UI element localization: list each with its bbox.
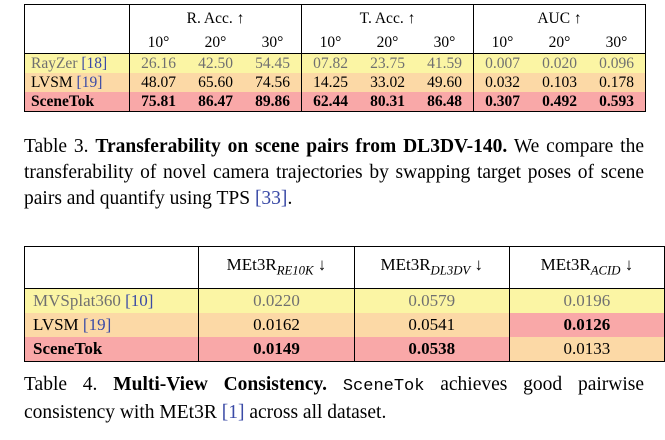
caption-label: Table 4. xyxy=(24,374,98,395)
method-name: LVSM xyxy=(31,74,73,91)
value-cell: 26.16 xyxy=(129,53,187,73)
caption-text: We compare the transferability of novel … xyxy=(24,136,645,209)
subheader: 20° xyxy=(376,34,399,51)
table-row: MVSplat360 [10] 0.0220 0.0579 0.0196 xyxy=(23,288,665,314)
subheader: 20° xyxy=(548,34,571,51)
value-cell: 23.75 xyxy=(359,53,416,73)
value-cell: 0.0133 xyxy=(509,337,665,363)
value-cell: 80.31 xyxy=(359,92,416,112)
corner-cell xyxy=(23,245,200,290)
value-cell: 0.0220 xyxy=(198,288,355,314)
method-cell: LVSM [19] xyxy=(24,73,130,92)
value-cell: 86.47 xyxy=(187,92,244,112)
method-cell: MVSplat360 [10] xyxy=(23,288,200,314)
citation-link[interactable]: [19] xyxy=(82,315,112,335)
method-cell: RayZer [18] xyxy=(24,53,130,73)
value-cell: 41.59 xyxy=(416,53,474,73)
value-cell: 0.0541 xyxy=(354,313,510,338)
citation-link[interactable]: [33] xyxy=(254,188,288,209)
method-name: RayZer xyxy=(31,55,78,72)
value-cell: 86.48 xyxy=(416,92,474,112)
value-cell: 14.25 xyxy=(313,74,348,91)
header-met3r-acid: MEt3RACID ↓ xyxy=(509,245,665,290)
method-name-mono: SceneTok xyxy=(342,377,425,396)
method-name: MVSplat360 xyxy=(33,291,121,311)
table-3-caption: Table 3. Transferability on scene pairs … xyxy=(24,134,644,212)
value-cell: 48.07 xyxy=(141,74,176,91)
value-cell: 33.02 xyxy=(370,74,405,91)
subheader: 10° xyxy=(319,34,342,51)
subheader: 10° xyxy=(147,34,170,51)
header-auc: AUC ↑ xyxy=(473,4,646,32)
subheader: 30° xyxy=(588,32,646,54)
citation-link[interactable]: [18] xyxy=(81,55,108,72)
citation-link[interactable]: [19] xyxy=(76,74,103,91)
value-cell: 74.56 xyxy=(244,73,302,92)
value-cell-best: 0.0149 xyxy=(198,337,355,363)
method-cell: SceneTok xyxy=(23,337,200,363)
caption-label: Table 3. xyxy=(24,136,89,157)
value-cell: 0.0196 xyxy=(509,288,665,314)
table-4: MEt3RRE10K ↓ MEt3RDL3DV ↓ MEt3RACID ↓ MV… xyxy=(23,245,665,363)
caption-title: Multi-View Consistency. xyxy=(113,374,328,395)
citation-link[interactable]: [10] xyxy=(125,291,154,311)
value-cell-best: 0.0126 xyxy=(509,313,665,338)
header-met3r-re10k: MEt3RRE10K ↓ xyxy=(198,245,355,290)
table-row: SceneTok 0.0149 0.0538 0.0133 xyxy=(23,337,665,363)
value-cell: 0.007 xyxy=(473,53,531,73)
value-cell: 65.60 xyxy=(198,74,233,91)
header-met3r-dl3dv: MEt3RDL3DV ↓ xyxy=(354,245,510,290)
value-cell: 0.307 xyxy=(473,92,531,112)
value-cell: 07.82 xyxy=(301,53,359,73)
subheader: 30° xyxy=(244,32,302,54)
value-cell: 0.178 xyxy=(588,73,646,92)
table-4-caption: Table 4. Multi-View Consistency. SceneTo… xyxy=(24,372,644,426)
value-cell: 89.86 xyxy=(244,92,302,112)
corner-cell xyxy=(24,4,130,32)
value-cell: 75.81 xyxy=(129,92,187,112)
value-cell: 0.492 xyxy=(531,92,588,112)
value-cell: 54.45 xyxy=(244,53,302,73)
value-cell: 0.032 xyxy=(485,74,520,91)
subheader: 30° xyxy=(416,32,474,54)
table-row: LVSM [19] 48.07 65.60 74.56 14.25 33.02 … xyxy=(24,73,646,92)
table-row: SceneTok 75.81 86.47 89.86 62.44 80.31 8… xyxy=(24,92,646,112)
value-cell: 42.50 xyxy=(187,53,244,73)
table-row: RayZer [18] 26.16 42.50 54.45 07.82 23.7… xyxy=(24,53,646,73)
caption-title: Transferability on scene pairs from DL3D… xyxy=(95,136,508,157)
caption-text-end: across all dataset. xyxy=(249,402,387,423)
table-row: LVSM [19] 0.0162 0.0541 0.0126 xyxy=(23,313,665,338)
table-3: R. Acc. ↑ T. Acc. ↑ AUC ↑ 10° 20° 30° 10… xyxy=(24,4,646,112)
value-cell: 0.593 xyxy=(588,92,646,112)
citation-link[interactable]: [1] xyxy=(221,402,245,423)
method-name: LVSM xyxy=(33,315,79,335)
subheader: 20° xyxy=(204,34,227,51)
method-cell: SceneTok xyxy=(24,92,130,112)
caption-text: achieves good pairwise consistency with … xyxy=(24,374,644,423)
value-cell: 0.103 xyxy=(542,74,577,91)
caption-text-end: . xyxy=(287,188,293,209)
value-cell: 0.0162 xyxy=(198,313,355,338)
value-cell-best: 0.0538 xyxy=(354,337,510,363)
header-r-acc: R. Acc. ↑ xyxy=(129,4,302,32)
corner-cell xyxy=(24,32,130,54)
method-cell: LVSM [19] xyxy=(23,313,200,338)
header-t-acc: T. Acc. ↑ xyxy=(301,4,474,32)
value-cell: 0.0579 xyxy=(354,288,510,314)
value-cell: 0.020 xyxy=(531,53,588,73)
value-cell: 49.60 xyxy=(416,73,474,92)
value-cell: 62.44 xyxy=(301,92,359,112)
subheader: 10° xyxy=(491,34,514,51)
value-cell: 0.096 xyxy=(588,53,646,73)
